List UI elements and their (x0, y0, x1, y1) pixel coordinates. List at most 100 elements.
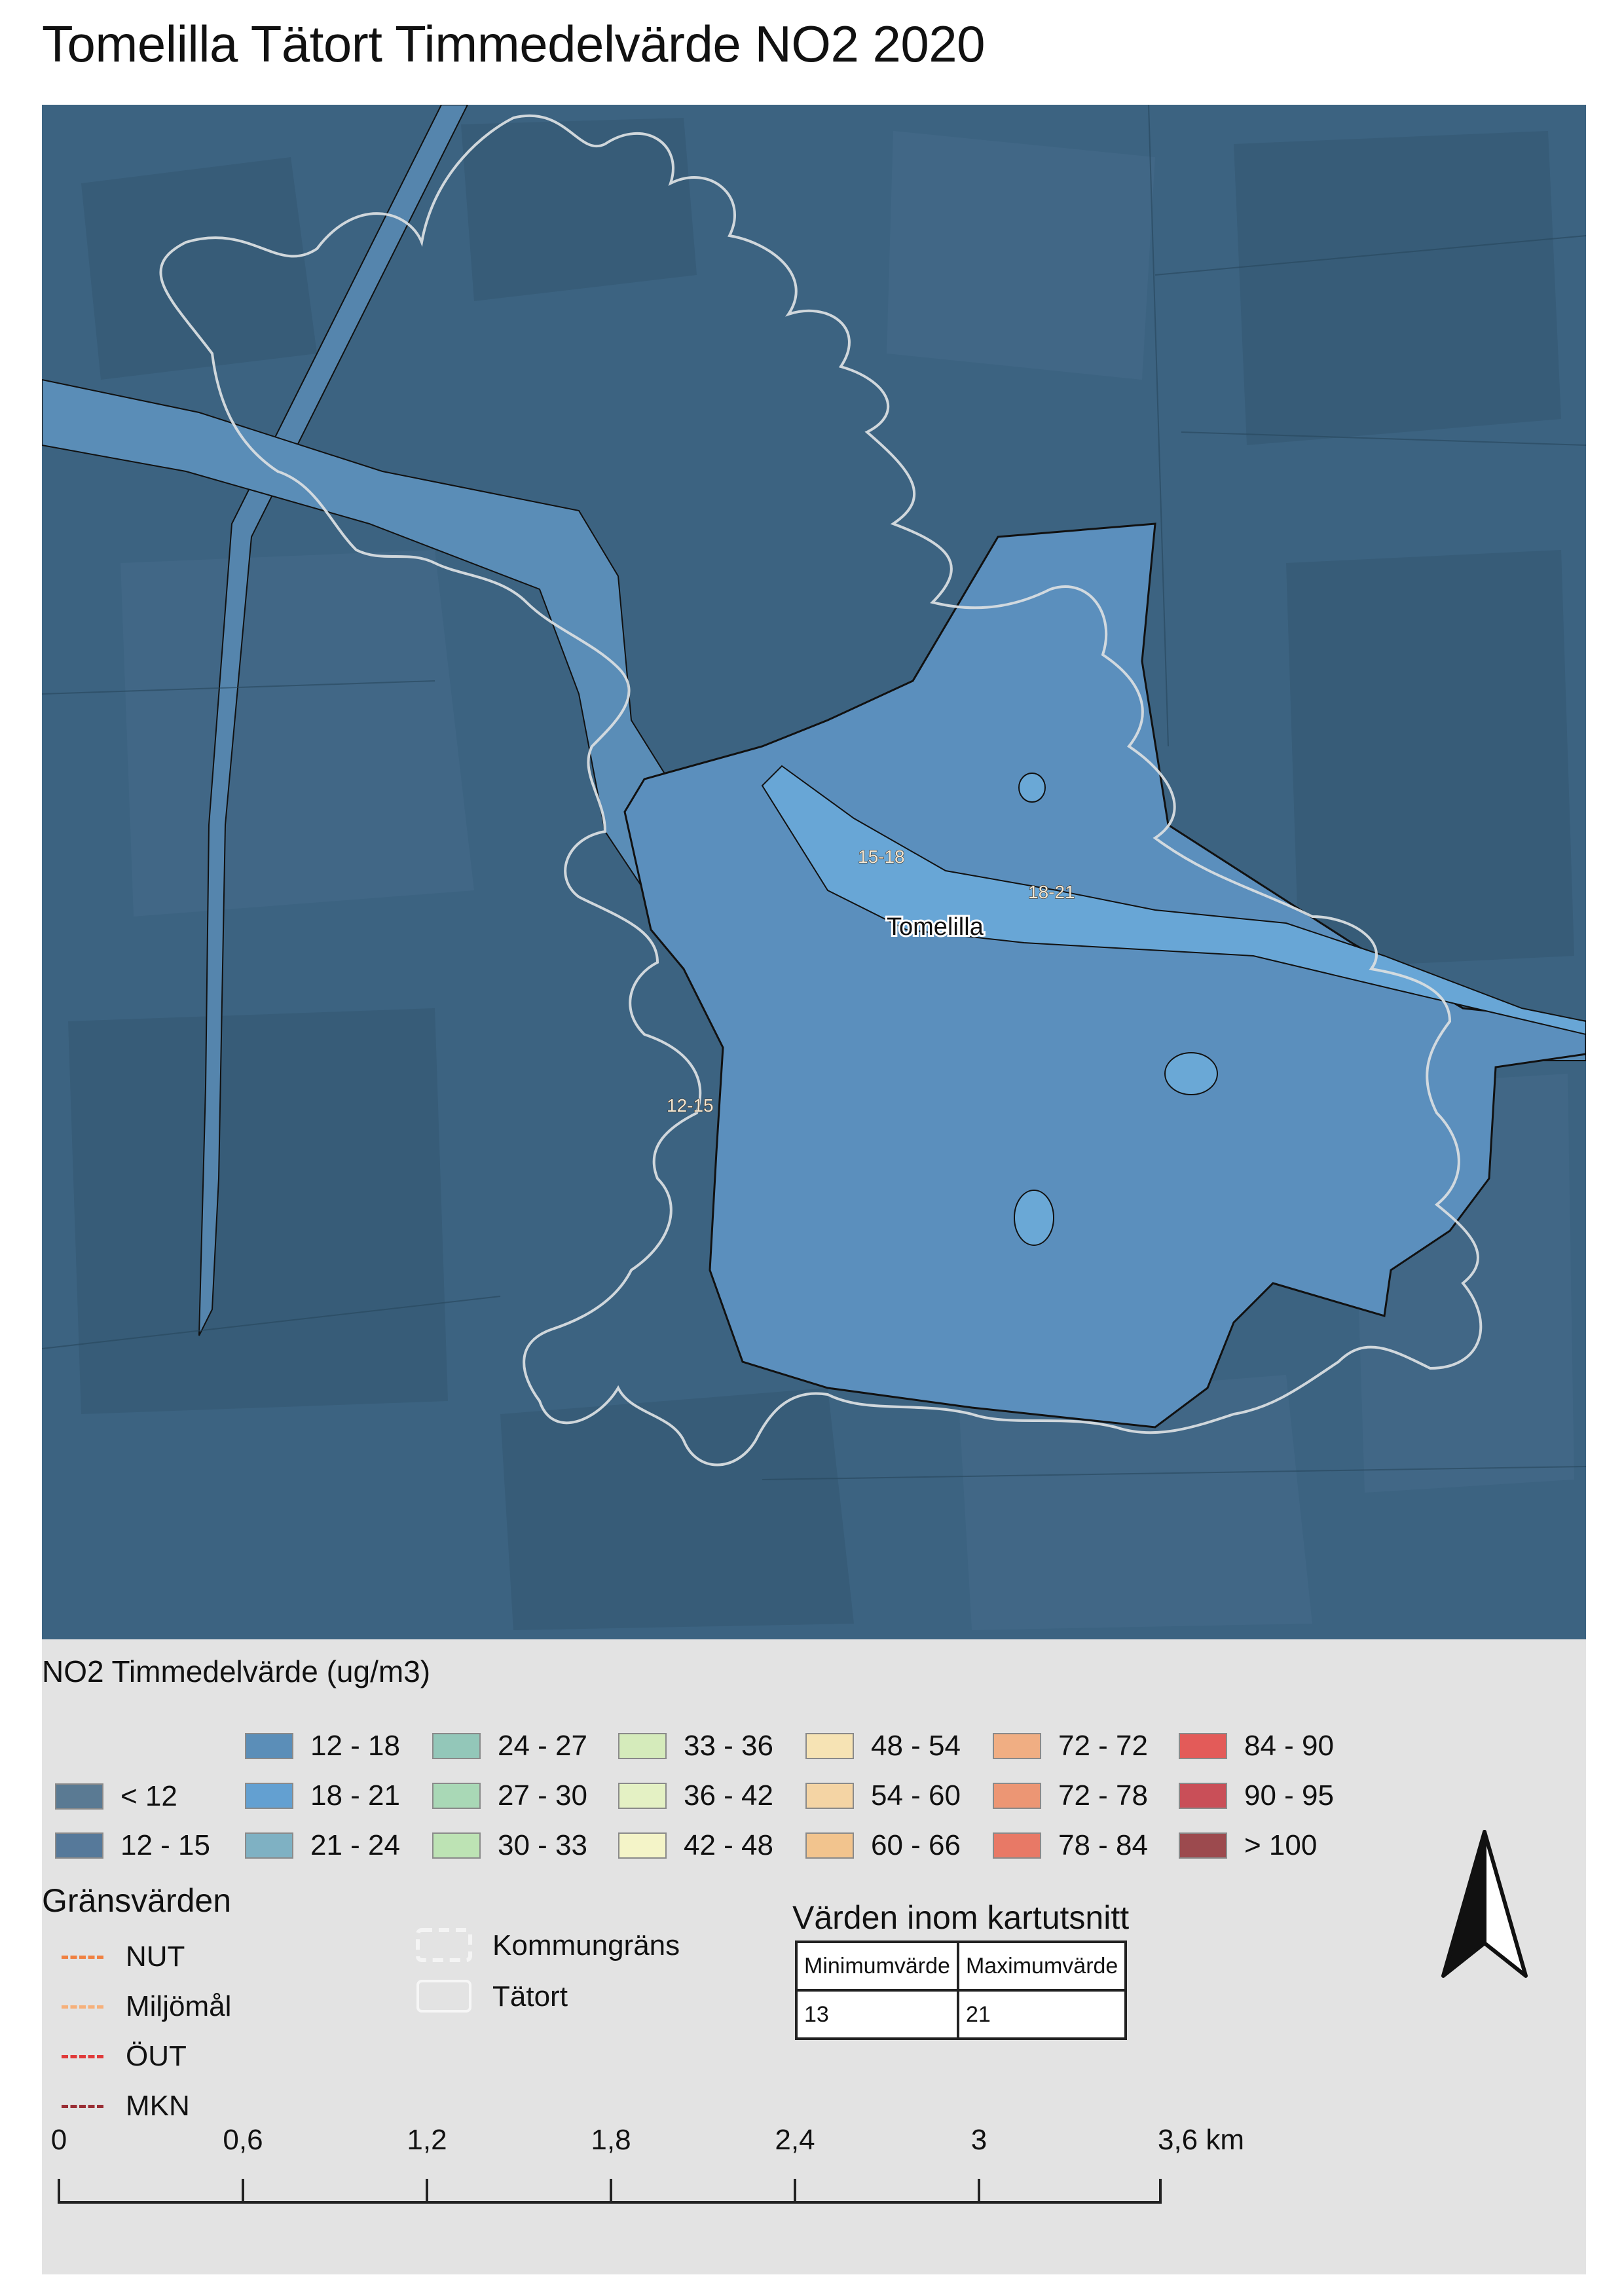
scale-label: 0 (50, 2124, 67, 2156)
legend-label: 84 - 90 (1244, 1730, 1334, 1762)
scale-label: 0,6 (223, 2124, 263, 2156)
legend-label: 33 - 36 (684, 1730, 773, 1762)
legend-item: 36 - 42 (618, 1779, 773, 1812)
zone-hotspot-east (1164, 1052, 1218, 1095)
zone-label-18-21: 18-21 (1028, 882, 1075, 902)
legend-label: 36 - 42 (684, 1779, 773, 1812)
zone-18-21-strip (761, 765, 1586, 1036)
legend-swatch (1179, 1733, 1227, 1759)
scale-label: 1,8 (591, 2124, 631, 2156)
zone-hotspot-north (1018, 773, 1046, 803)
legend-item: 78 - 84 (993, 1829, 1148, 1862)
zone-hotspot-south (1014, 1190, 1054, 1246)
legend-item: 72 - 72 (993, 1730, 1148, 1762)
legend-swatch (1179, 1832, 1227, 1859)
legend-swatch (618, 1733, 667, 1759)
limit-item: NUT (62, 1941, 185, 1973)
tatort-item: Tätort (415, 1978, 568, 2015)
legend-swatch (245, 1733, 293, 1759)
legend-swatch (805, 1832, 854, 1859)
map-canvas: 15-18 18-21 12-15 Tomelilla (42, 105, 1586, 1639)
legend-item: 42 - 48 (618, 1829, 773, 1862)
scale-label: 3,6 km (1157, 2124, 1245, 2156)
legend-title: NO2 Timmedelvärde (ug/m3) (42, 1654, 431, 1688)
stats-value-max: 21 (956, 1989, 1128, 2040)
legend-swatch (618, 1783, 667, 1809)
legend-item: 30 - 33 (432, 1829, 587, 1862)
legend-label: 48 - 54 (871, 1730, 961, 1762)
stats-header-min: Minimumvärde (795, 1941, 959, 1992)
legend-swatch (993, 1783, 1041, 1809)
stats-header-max: Maximumvärde (956, 1941, 1128, 1992)
limit-item: MKN (62, 2090, 190, 2123)
legend-swatch (618, 1832, 667, 1859)
legend-label: 12 - 15 (120, 1829, 210, 1861)
scale-tick (610, 2179, 612, 2204)
limits-title: Gränsvärden (42, 1882, 232, 1919)
table-row: Minimumvärde Maximumvärde (795, 1941, 1128, 1992)
legend-item: 84 - 90 (1179, 1730, 1334, 1762)
limit-line (62, 2054, 103, 2058)
legend-item: 21 - 24 (245, 1829, 400, 1862)
limit-line (62, 1955, 103, 1959)
north-arrow-icon (1441, 1830, 1528, 1978)
legend-swatch (1179, 1783, 1227, 1809)
kommungrans-label: Kommungräns (492, 1929, 680, 1961)
scale-label: 3 (970, 2124, 987, 2156)
legend-item: 18 - 21 (245, 1779, 400, 1812)
legend-item: 54 - 60 (805, 1779, 961, 1812)
legend-label: 60 - 66 (871, 1829, 961, 1861)
limit-label: MKN (126, 2090, 190, 2122)
legend-swatch (432, 1783, 481, 1809)
scale-tick (242, 2179, 244, 2204)
field-lines (42, 105, 1586, 1480)
map-view[interactable]: 15-18 18-21 12-15 Tomelilla (42, 105, 1586, 1639)
legend-swatch (805, 1783, 854, 1809)
legend-label: > 100 (1244, 1829, 1318, 1861)
scale-label: 2,4 (775, 2124, 815, 2156)
legend-item: 33 - 36 (618, 1730, 773, 1762)
legend-swatch (432, 1832, 481, 1859)
legend-item: 12 - 15 (55, 1829, 210, 1862)
legend-item: < 12 (55, 1780, 177, 1813)
tatort-label: Tätort (492, 1980, 568, 2013)
legend-swatch (245, 1832, 293, 1859)
kommungrans-item: Kommungräns (415, 1927, 680, 1964)
legend-label: 54 - 60 (871, 1779, 961, 1812)
zone-label-12-15: 12-15 (667, 1095, 714, 1116)
limit-item: ÖUT (62, 2040, 187, 2073)
legend-label: 42 - 48 (684, 1829, 773, 1861)
legend-label: 78 - 84 (1058, 1829, 1148, 1861)
limit-label: Miljömål (126, 1990, 232, 2022)
legend-panel: NO2 Timmedelvärde (ug/m3) < 12 12 - 15 1… (42, 1639, 1586, 2274)
legend-swatch (805, 1733, 854, 1759)
legend-label: 18 - 21 (310, 1779, 400, 1812)
table-row: 13 21 (795, 1989, 1128, 2040)
zone-12-15-north-road (198, 105, 469, 1336)
legend-item: 60 - 66 (805, 1829, 961, 1862)
kommungrans-symbol (416, 1928, 472, 1962)
zone-label-15-18: 15-18 (858, 847, 905, 867)
scale-tick (1159, 2179, 1162, 2204)
legend-label: 21 - 24 (310, 1829, 400, 1861)
tatort-symbol (416, 1980, 471, 2013)
limit-line (62, 2005, 103, 2009)
limit-line (62, 2104, 103, 2108)
stats-value-min: 13 (795, 1989, 959, 2040)
tatort-outline (159, 114, 1483, 1467)
limit-label: ÖUT (126, 2040, 187, 2072)
legend-label: 30 - 33 (498, 1829, 587, 1861)
legend-label: 72 - 72 (1058, 1730, 1148, 1762)
legend-item: 48 - 54 (805, 1730, 961, 1762)
legend-item: 72 - 78 (993, 1779, 1148, 1812)
scale-tick (978, 2179, 980, 2204)
legend-label: 12 - 18 (310, 1730, 400, 1762)
legend-swatch (55, 1783, 103, 1810)
scale-tick (58, 2179, 60, 2204)
legend-swatch (432, 1733, 481, 1759)
stats-title: Värden inom kartutsnitt (792, 1899, 1130, 1936)
legend-label: < 12 (120, 1780, 177, 1812)
legend-swatch (993, 1832, 1041, 1859)
legend-swatch (245, 1783, 293, 1809)
scale-bar: 0 0,6 1,2 1,8 2,4 3 3,6 km (42, 2124, 1286, 2242)
